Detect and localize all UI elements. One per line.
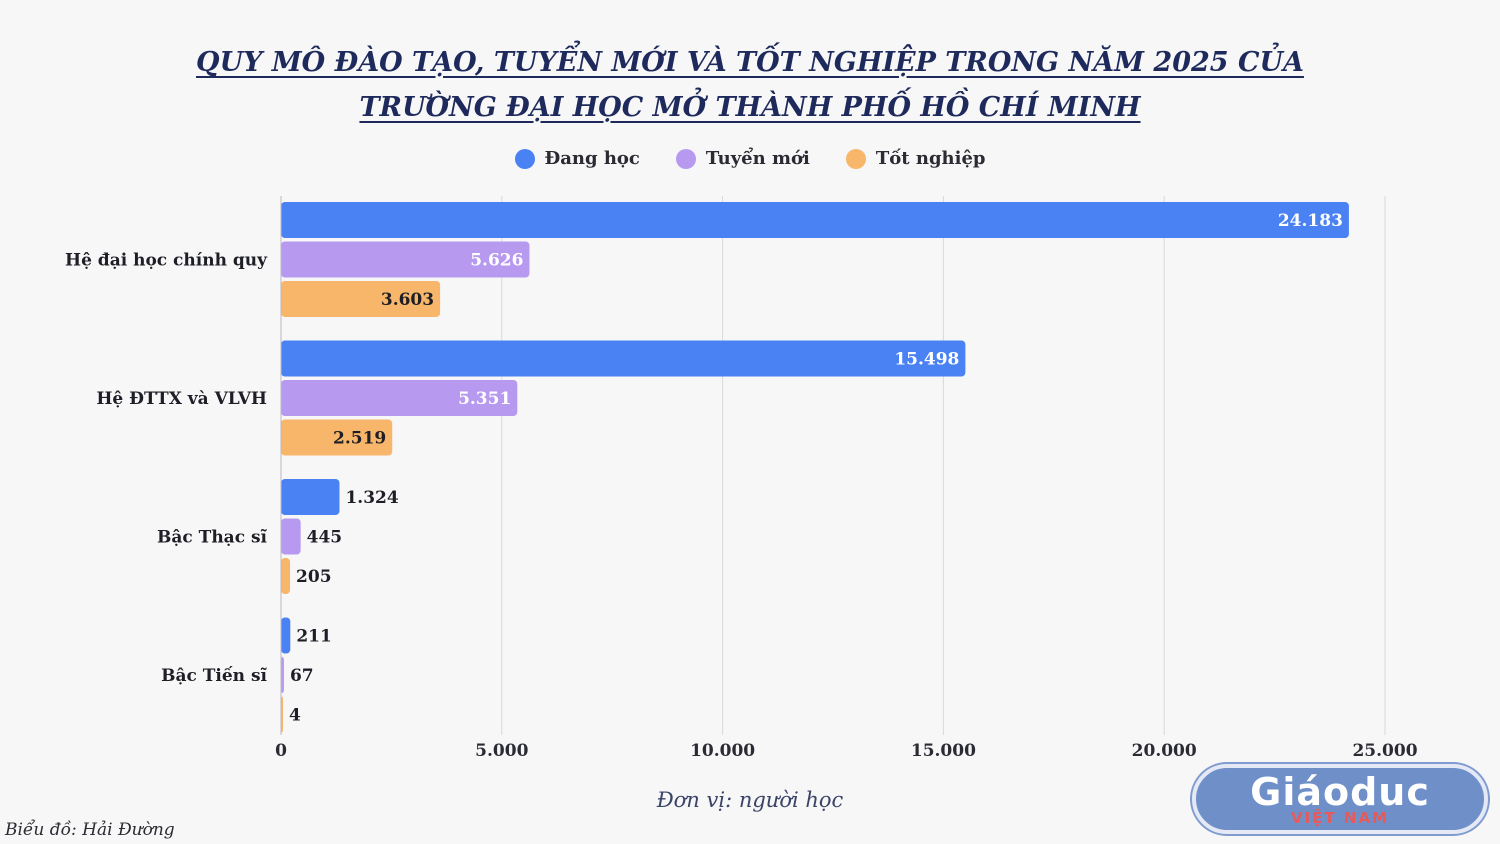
unit-label: Đơn vị: người học: [656, 788, 844, 812]
category-label-3: Bậc Tiến sĩ: [161, 666, 267, 686]
x-tick-label-0: 0: [275, 741, 287, 761]
bar-1-3: [281, 657, 284, 693]
legend-item-tot-nghiep: Tốt nghiệp: [845, 148, 986, 169]
data-label-0-0: 24.183: [1278, 211, 1343, 231]
title-line-2: TRƯỜNG ĐẠI HỌC MỞ THÀNH PHỐ HỒ CHÍ MINH: [359, 92, 1141, 123]
data-label-0-2: 1.324: [345, 488, 398, 508]
x-tick-label-5: 25.000: [1352, 741, 1417, 761]
bar-0-3: [281, 617, 291, 654]
bar-0-2: [281, 479, 340, 515]
x-tick-label-2: 10.000: [690, 741, 755, 761]
data-label-2-1: 2.519: [333, 429, 386, 449]
legend-label-tot-nghiep: Tốt nghiệp: [875, 148, 986, 169]
legend-label-dang-hoc: Đang học: [544, 148, 640, 169]
category-label-2: Bậc Thạc sĩ: [157, 528, 268, 548]
legend-item-tuyen-moi: Tuyển mới: [675, 148, 810, 169]
category-label-1: Hệ ĐTTX và VLVH: [96, 389, 267, 409]
logo-sub-text: VIỆT NAM: [1291, 808, 1389, 827]
category-label-0: Hệ đại học chính quy: [65, 251, 268, 271]
data-label-0-1: 15.498: [894, 350, 959, 370]
data-label-1-1: 5.351: [458, 389, 511, 409]
bar-0-1: [281, 340, 966, 377]
data-label-1-2: 445: [307, 528, 343, 548]
data-label-2-2: 205: [296, 567, 332, 587]
chart-credit: Biểu đồ: Hải Đường: [5, 820, 175, 840]
bar-1-0: [281, 241, 530, 278]
logo-main-text: Giáoduc: [1250, 769, 1430, 814]
bar-2-2: [281, 558, 291, 594]
bar-2-0: [281, 281, 441, 317]
legend-dot-tuyen-moi: [675, 148, 696, 169]
bar-1-2: [281, 518, 301, 555]
legend-item-dang-hoc: Đang học: [514, 148, 640, 169]
data-label-1-3: 67: [290, 666, 314, 686]
bar-2-1: [281, 419, 393, 456]
x-tick-label-1: 5.000: [475, 741, 528, 761]
data-label-0-3: 211: [296, 627, 332, 647]
data-label-1-0: 5.626: [470, 251, 523, 271]
giaoduc-logo: Giáoduc VIỆT NAM: [1192, 764, 1488, 834]
x-tick-label-4: 20.000: [1132, 741, 1197, 761]
legend-label-tuyen-moi: Tuyển mới: [705, 148, 810, 169]
chart-title: QUY MÔ ĐÀO TẠO, TUYỂN MỚI VÀ TỐT NGHIỆP …: [0, 40, 1500, 130]
legend-dot-dang-hoc: [514, 148, 535, 169]
bar-1-1: [281, 380, 518, 416]
title-line-1: QUY MÔ ĐÀO TẠO, TUYỂN MỚI VÀ TỐT NGHIỆP …: [196, 47, 1304, 78]
x-tick-label-3: 15.000: [911, 741, 976, 761]
bar-0-0: [281, 202, 1349, 238]
data-label-2-3: 4: [289, 706, 301, 726]
legend-dot-tot-nghiep: [845, 148, 866, 169]
bar-chart: 0 5.000 10.000 15.000 20.000 25.000 Hệ đại học…: [65, 196, 1418, 761]
data-label-2-0: 3.603: [381, 290, 434, 310]
legend: Đang học Tuyển mới Tốt nghiệp: [0, 148, 1500, 169]
